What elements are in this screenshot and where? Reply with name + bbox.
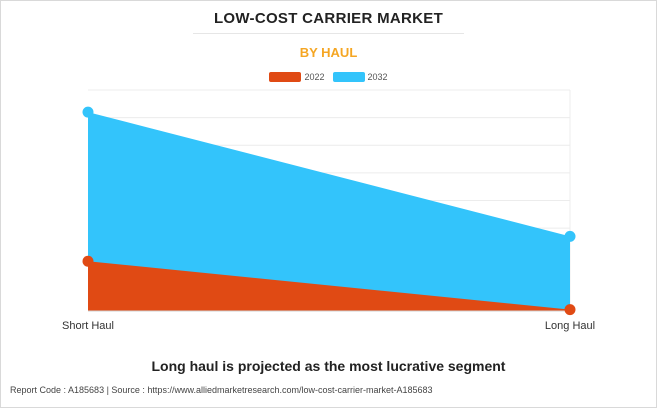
legend-label-2022: 2022: [304, 72, 325, 82]
data-point-2032-0: [82, 106, 94, 118]
legend-item-2022[interactable]: 2022: [269, 72, 325, 82]
data-point-2022-0: [82, 255, 94, 267]
x-tick-label-0: Short Haul: [62, 320, 114, 332]
area-series-2032: [88, 112, 570, 311]
chart-subtitle: BY HAUL: [299, 45, 358, 60]
report-footer: Report Code : A185683 | Source : https:/…: [10, 385, 433, 395]
data-point-2032-1: [564, 230, 576, 242]
chart-title: LOW-COST CARRIER MARKET: [213, 10, 444, 27]
legend-item-2032[interactable]: 2032: [332, 72, 388, 82]
x-tick-label-1: Long Haul: [545, 320, 595, 332]
chart-legend: 2022 2032: [0, 72, 657, 82]
chart-caption: Long haul is projected as the most lucra…: [151, 358, 506, 374]
data-point-2022-1: [564, 304, 576, 316]
title-divider: [193, 33, 464, 34]
legend-label-2032: 2032: [367, 72, 388, 82]
area-series-2022: [88, 261, 570, 311]
legend-swatch-2022: [269, 72, 302, 82]
legend-swatch-2032: [332, 72, 365, 82]
